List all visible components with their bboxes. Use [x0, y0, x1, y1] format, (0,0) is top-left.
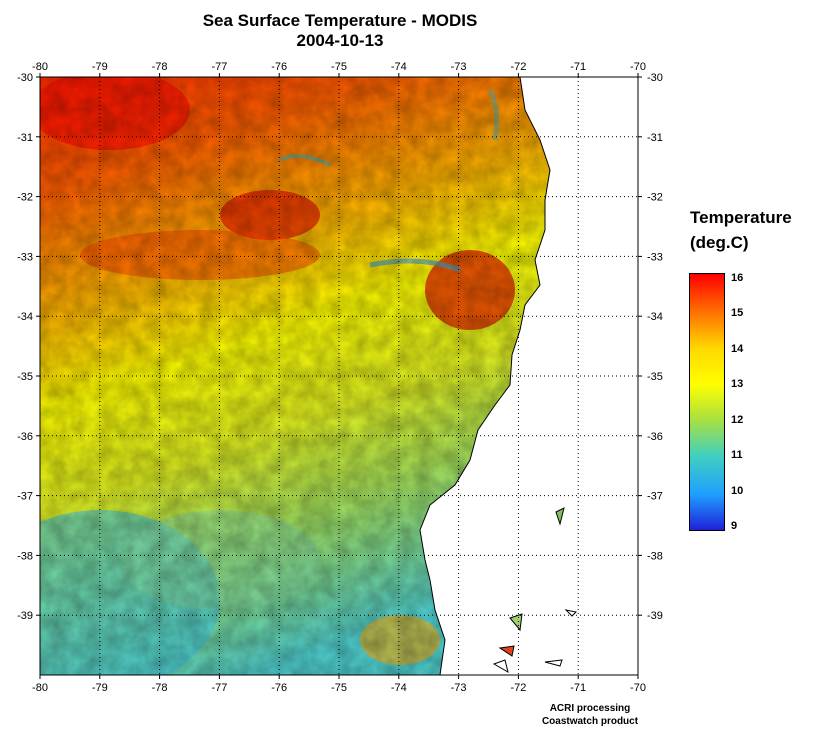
lat-label-right: -32: [647, 192, 663, 204]
lat-label-right: -33: [647, 251, 663, 263]
map-date: 2004-10-13: [296, 31, 384, 50]
legend-unit: (deg.C): [690, 233, 749, 252]
color-scale-tick: 14: [731, 342, 744, 355]
lon-label-top: -77: [211, 61, 227, 73]
lat-label-right: -36: [647, 431, 663, 443]
lon-label-top: -70: [630, 61, 646, 73]
lon-label-bottom: -75: [331, 682, 347, 694]
lon-label-bottom: -73: [451, 682, 467, 694]
lat-label-left: -35: [17, 371, 33, 383]
color-scale-tick: 15: [731, 307, 744, 320]
lon-label-top: -76: [271, 61, 287, 73]
lat-label-right: -31: [647, 132, 663, 144]
lon-label-bottom: -71: [570, 682, 586, 694]
lat-label-left: -30: [17, 72, 33, 84]
product-credit: Coastwatch product: [541, 716, 639, 727]
color-scale-tick: 16: [731, 272, 744, 284]
lon-label-bottom: -80: [32, 682, 48, 694]
lon-label-top: -71: [570, 61, 586, 73]
sst-field: [40, 77, 638, 675]
lon-label-bottom: -79: [92, 682, 108, 694]
processing-credit: ACRI processing: [549, 703, 631, 714]
lat-label-left: -32: [17, 192, 33, 204]
color-scale-tick: 11: [731, 449, 743, 462]
lat-label-right: -39: [647, 610, 663, 622]
lon-label-bottom: -78: [152, 682, 168, 694]
lat-label-left: -34: [17, 311, 33, 323]
color-scale-tick: 12: [731, 413, 744, 426]
map-title: Sea Surface Temperature - MODIS: [202, 11, 478, 30]
legend-title: Temperature: [690, 208, 792, 227]
lon-label-top: -75: [331, 61, 347, 73]
axis-ticks: -80 -80 -79 -79 -78 -78 -77 -77 -76 -76 -75 -75 -74 -…: [17, 61, 663, 694]
color-scale-bar: [689, 273, 725, 531]
lon-label-top: -79: [92, 61, 108, 73]
lat-label-right: -38: [647, 550, 663, 562]
lon-label-bottom: -74: [391, 682, 407, 694]
color-scale-tick: 10: [731, 484, 744, 497]
lat-label-right: -37: [647, 491, 663, 503]
lat-label-left: -33: [17, 251, 33, 263]
lat-label-left: -36: [17, 431, 33, 443]
lon-label-top: -74: [391, 61, 407, 73]
lat-label-right: -30: [647, 72, 663, 84]
lon-label-top: -73: [451, 61, 467, 73]
lon-label-top: -78: [152, 61, 168, 73]
lat-label-right: -35: [647, 371, 663, 383]
color-scale-tick: 9: [731, 520, 738, 532]
lat-label-left: -37: [17, 491, 33, 503]
lat-label-left: -31: [17, 132, 33, 144]
lon-label-bottom: -76: [271, 682, 287, 694]
lat-label-left: -39: [17, 610, 33, 622]
lon-label-bottom: -72: [510, 682, 526, 694]
lon-label-bottom: -70: [630, 682, 646, 694]
lat-label-right: -34: [647, 311, 663, 323]
lon-label-top: -80: [32, 61, 48, 73]
lon-label-top: -72: [510, 61, 526, 73]
color-scale-tick: 13: [731, 378, 744, 391]
lon-label-bottom: -77: [211, 682, 227, 694]
lat-label-left: -38: [17, 550, 33, 562]
